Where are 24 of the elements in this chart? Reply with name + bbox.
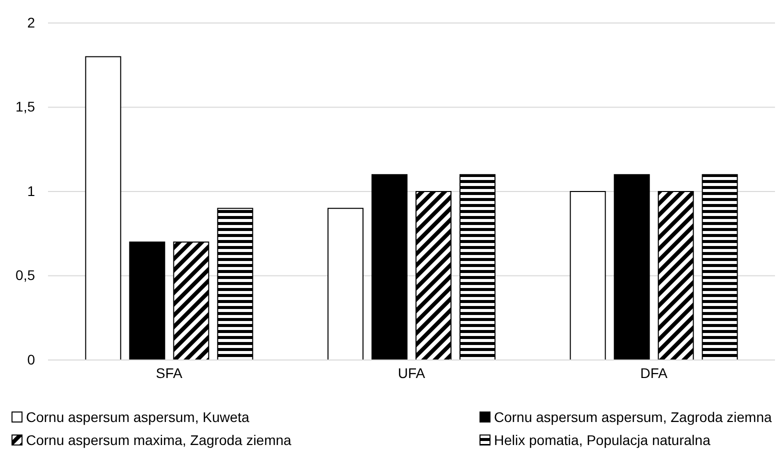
- bar: [658, 191, 694, 360]
- bar: [416, 191, 452, 360]
- bar: [702, 174, 738, 360]
- legend-label: Cornu aspersum maxima, Zagroda ziemna: [26, 432, 292, 448]
- bar: [614, 174, 650, 360]
- bar: [460, 174, 496, 360]
- x-tick-label: UFA: [398, 364, 426, 381]
- y-tick-label: 0: [27, 351, 36, 368]
- bar: [570, 191, 606, 360]
- bar: [217, 208, 254, 360]
- x-tick-label: DFA: [640, 364, 668, 381]
- y-tick-label: 2: [27, 14, 36, 30]
- y-tick-label: 0,5: [16, 267, 36, 284]
- bar: [173, 242, 210, 360]
- bar: [372, 174, 408, 360]
- bar: [328, 208, 364, 360]
- x-tick-label: SFA: [156, 364, 184, 381]
- bar: [129, 242, 166, 360]
- bar: [85, 56, 122, 360]
- y-tick-label: 1: [27, 182, 36, 199]
- legend-label: Cornu aspersum aspersum, Kuweta: [26, 409, 250, 425]
- y-tick-label: 1,5: [16, 98, 36, 115]
- legend-label: Helix pomatia, Populacja naturalna: [494, 432, 711, 448]
- legend-label: Cornu aspersum aspersum, Zagroda ziemna: [494, 409, 772, 425]
